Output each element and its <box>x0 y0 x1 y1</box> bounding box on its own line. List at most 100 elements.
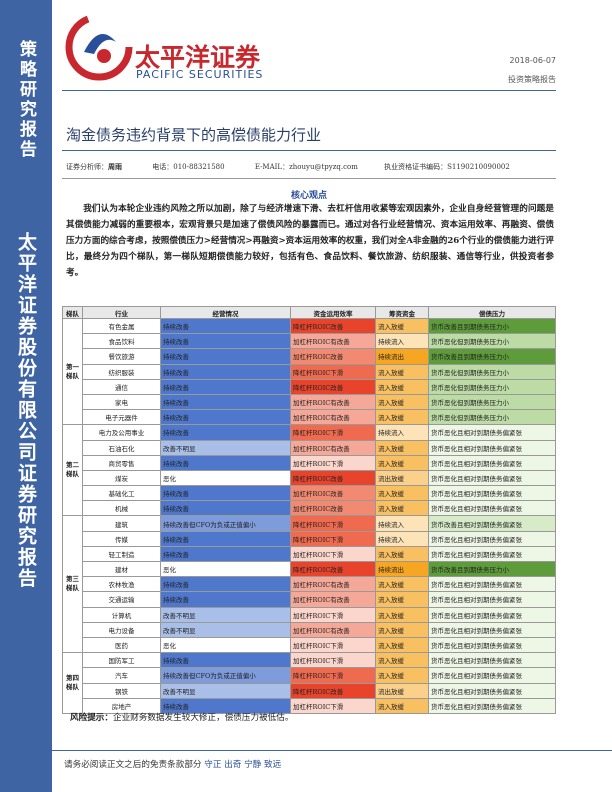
value-cell: 货币改善且到期债务压力小 <box>428 317 556 335</box>
value-cell: 恶化 <box>160 636 291 654</box>
value-cell: 货币恶化且相对到期债务偏紧张 <box>428 530 556 547</box>
value-cell: 货币改善且到期债务压力小 <box>428 348 556 365</box>
label: 执业资格证书编码： <box>384 163 448 171</box>
value-cell: 流入放缓 <box>375 591 429 608</box>
table-row: 家电 持续改善 加杠杆ROIC有改善 流入放缓 货币恶化但到期债务压力小 <box>63 393 556 411</box>
value-cell: 持续改善 <box>160 378 291 395</box>
table-row: 汽车 持续改善但CFO为负或正值偏小 降杠杆ROIC下滑 流入放缓 货币恶化且相对到期债… <box>63 667 556 684</box>
header-cell: 筹资资金 <box>375 306 429 319</box>
value-cell: 流出放缓 <box>375 682 429 699</box>
value-cell: 货币恶化且相对到期债务偏紧张 <box>428 439 556 456</box>
value-cell: 降杠杆ROIC下滑 <box>290 667 376 684</box>
value-cell: 改善不明显 <box>160 682 291 699</box>
industry-cell: 轻工制造 <box>82 545 161 563</box>
table-row: 纺织服装 持续改善 降杠杆ROIC下滑 流入放缓 货币恶化但到期债务压力小 <box>63 363 556 380</box>
value-cell: 加杠杆ROIC下滑 <box>290 652 376 669</box>
value-cell: 流入放缓 <box>375 439 429 456</box>
value-cell: 流入放缓 <box>375 378 429 395</box>
table-row: 第四梯队 国防军工 持续改善 加杠杆ROIC下滑 流入放缓 货币恶化且相对到期债务偏紧张 <box>62 652 556 714</box>
value-cell: 持续流入 <box>375 424 429 441</box>
industry-cell: 交通运输 <box>82 591 161 608</box>
value-cell: 加杠杆ROIC改善 <box>290 485 376 502</box>
tier-cell: 第一梯队 <box>62 317 83 426</box>
industry-cell: 电子元器件 <box>82 409 161 426</box>
value-cell: 流入放缓 <box>375 652 429 669</box>
value-cell: 流入放缓 <box>375 317 429 335</box>
industry-cell: 家电 <box>82 393 161 411</box>
industry-cell: 医药 <box>82 636 161 654</box>
industry-cell: 电力及公用事业 <box>82 424 161 441</box>
risk-label: 风险提示： <box>70 713 113 723</box>
table-row: 电力设备 改善不明显 加杠杆ROIC有改善 流入放缓 货币恶化且相对到期债务偏紧张 <box>63 621 556 638</box>
value-cell: 加杠杆ROIC下滑 <box>290 545 376 563</box>
value-cell: 货币恶化且相对到期债务偏紧张 <box>428 454 556 471</box>
value-cell: 流入放缓 <box>375 454 429 471</box>
sidebar: 策略研究报告 太平洋证券股份有限公司证券研究报告 <box>0 0 52 792</box>
footer: 请务必阅读正文之后的免责条款部分 守正 出奇 宁静 致远 <box>64 758 281 770</box>
analyst: 周雨 <box>108 162 122 171</box>
value-cell: 货币恶化且相对到期债务偏紧张 <box>428 682 556 699</box>
value-cell: 流入放缓 <box>375 485 429 502</box>
risk-text: 企业财务数据发生较大修正，偿债压力被低估。 <box>112 713 294 723</box>
value-cell: 流入放缓 <box>375 500 429 517</box>
table: 梯队 行业 经营情况 资金运用效率 筹资资金 偿债压力 第一梯队 有色金属 持续改善 降杠杆RO… <box>62 306 556 714</box>
value-cell: 持续流入 <box>375 333 429 350</box>
header-cell: 经营情况 <box>160 306 291 319</box>
value-cell: 流入放缓 <box>375 393 429 411</box>
value-cell: 改善不明显 <box>160 439 291 456</box>
rule <box>62 150 556 151</box>
value-cell: 货币恶化且相对到期债务偏紧张 <box>428 652 556 669</box>
value-cell: 货币改善且相对到期债务偏紧张 <box>428 515 556 532</box>
date: 2018-06-07 <box>509 56 557 65</box>
rule <box>52 750 612 751</box>
value-cell: 加杠杆ROIC下滑 <box>290 697 376 714</box>
table-row: 石油石化 改善不明显 加杠杆ROIC有改善 流入放缓 货币恶化且相对到期债务偏紧张 <box>63 439 556 456</box>
industry-cell: 纺织服装 <box>82 363 161 380</box>
table-row: 轻工制造 持续改善 加杠杆ROIC下滑 流入放缓 货币恶化且相对到期债务偏紧张 <box>63 545 556 563</box>
value-cell: 持续改善 <box>160 454 291 471</box>
header-cell: 梯队 <box>62 306 83 319</box>
value-cell: 持续流入 <box>375 515 429 532</box>
value-cell: 持续改善 <box>160 697 291 714</box>
industry-cell: 食品饮料 <box>82 333 161 350</box>
value-cell: 加杠杆ROIC改善 <box>290 348 376 365</box>
table-row: 基础化工 持续改善 加杠杆ROIC改善 流入放缓 货币恶化且相对到期债务偏紧张 <box>63 485 556 502</box>
value-cell: 持续改善 <box>160 424 291 441</box>
email: zhouyu@tpyzq.com <box>289 163 358 171</box>
table-row: 机械 持续改善 加杠杆ROIC改善 流入放缓 货币恶化且相对到期债务偏紧张 <box>63 500 556 517</box>
value-cell: 流出放缓 <box>375 469 429 487</box>
cert: S1190210090002 <box>447 163 510 171</box>
value-cell: 改善不明显 <box>160 621 291 638</box>
value-cell: 加杠杆ROIC下滑 <box>290 636 376 654</box>
value-cell: 持续流入 <box>375 530 429 547</box>
value-cell: 降杠杆ROIC改善 <box>290 378 376 395</box>
sidebar-bottom: 太平洋证券股份有限公司证券研究报告 <box>15 232 37 589</box>
value-cell: 持续改善 <box>160 363 291 380</box>
value-cell: 流入放缓 <box>375 409 429 426</box>
industry-cell: 建材 <box>82 560 161 578</box>
value-cell: 持续改善 <box>160 485 291 502</box>
industry-cell: 建筑 <box>82 515 161 532</box>
logo-cn: 太平洋证券 <box>135 43 261 72</box>
value-cell: 流入放缓 <box>375 606 429 623</box>
value-cell: 降杠杆ROIC下滑 <box>290 363 376 380</box>
table-row: 传媒 持续改善 降杠杆ROIC下滑 持续流入 货币恶化且相对到期债务偏紧张 <box>63 530 556 547</box>
value-cell: 持续改善但CFO为负或正值偏小 <box>160 515 291 532</box>
value-cell: 货币恶化且相对到期债务偏紧张 <box>428 591 556 608</box>
value-cell: 持续流出 <box>375 348 429 365</box>
table-row: 商贸零售 持续改善 加杠杆ROIC下滑 流入放缓 货币恶化且相对到期债务偏紧张 <box>63 454 556 471</box>
title: 淘金债务违约背景下的高偿债能力行业 <box>66 126 322 144</box>
value-cell: 货币恶化且相对到期债务偏紧张 <box>428 545 556 563</box>
table-row: 钢铁 改善不明显 降杠杆ROIC改善 流出放缓 货币恶化且相对到期债务偏紧张 <box>63 682 556 699</box>
table-row: 煤炭 恶化 降杠杆ROIC改善 流出放缓 货币恶化且相对到期债务偏紧张 <box>63 469 556 487</box>
table-row: 餐饮旅游 持续改善 加杠杆ROIC改善 持续流出 货币改善且到期债务压力小 <box>63 348 556 365</box>
value-cell: 持续改善 <box>160 317 291 335</box>
industry-cell: 计算机 <box>82 606 161 623</box>
value-cell: 货币恶化且相对到期债务偏紧张 <box>428 500 556 517</box>
value-cell: 流入放缓 <box>375 545 429 563</box>
value-cell: 持续改善 <box>160 348 291 365</box>
table-row: 建材 恶化 降杠杆ROIC改善 持续流出 货币改善且到期债务压力小 <box>63 560 556 578</box>
value-cell: 加杠杆ROIC有改善 <box>290 333 376 350</box>
value-cell: 持续改善 <box>160 591 291 608</box>
header-cell: 行业 <box>82 306 161 319</box>
